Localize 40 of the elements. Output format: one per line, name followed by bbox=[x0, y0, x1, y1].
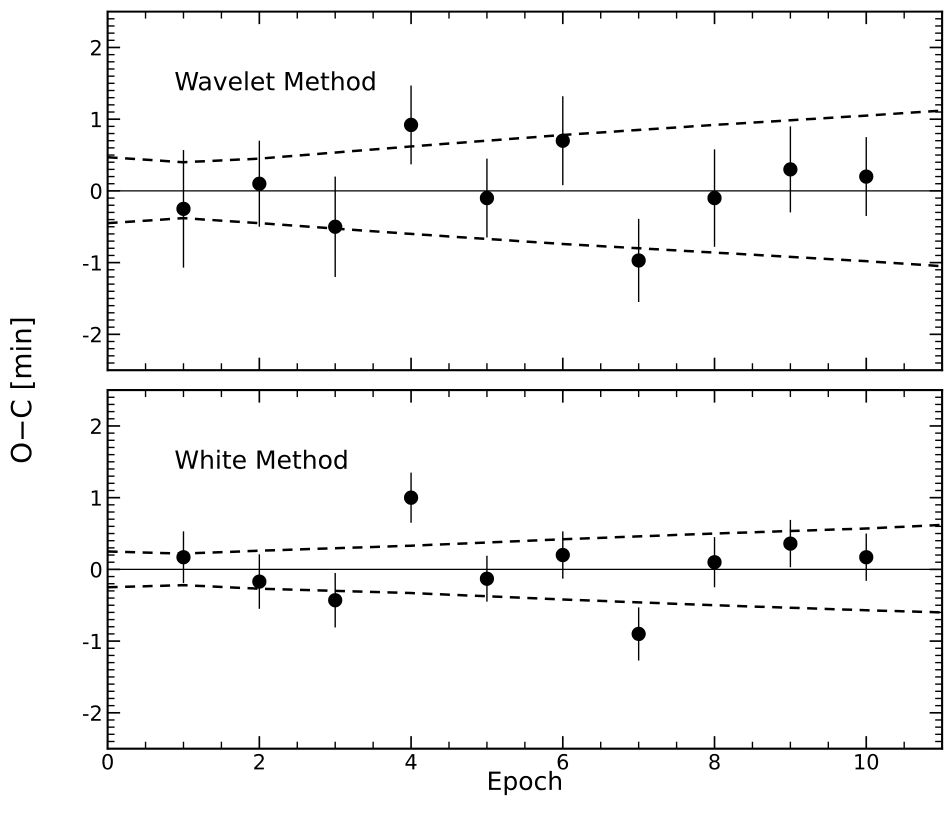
y-tick-label: 0 bbox=[90, 183, 102, 200]
point bbox=[404, 490, 418, 505]
point bbox=[480, 572, 494, 586]
point bbox=[556, 134, 570, 148]
x-tick-label: 6 bbox=[558, 754, 568, 770]
annotation: Wavelet Method bbox=[175, 71, 375, 91]
y-tick-label: -2 bbox=[83, 326, 101, 342]
x-tick-label: 2 bbox=[254, 754, 264, 770]
point bbox=[404, 118, 418, 132]
point bbox=[632, 253, 646, 268]
point bbox=[859, 550, 874, 564]
x-tick-label: 4 bbox=[405, 754, 417, 770]
x-tick-label: 10 bbox=[855, 754, 878, 770]
point bbox=[176, 202, 191, 216]
x-axis-title: Epoch bbox=[489, 770, 562, 796]
y-tick-label: -1 bbox=[83, 255, 101, 271]
point bbox=[707, 555, 722, 570]
point bbox=[328, 593, 342, 608]
y-axis-title: O−C [min] bbox=[10, 318, 35, 462]
y-tick-label: 2 bbox=[91, 40, 101, 56]
annotation: White Method bbox=[175, 450, 347, 470]
point bbox=[328, 220, 342, 234]
point bbox=[707, 190, 722, 206]
y-tick-label: -2 bbox=[83, 705, 101, 721]
point bbox=[176, 550, 191, 564]
y-tick-label: -1 bbox=[83, 634, 101, 650]
point bbox=[480, 190, 494, 206]
x-tick-label: 8 bbox=[709, 754, 720, 770]
y-tick-label: 2 bbox=[91, 418, 101, 434]
point bbox=[252, 574, 266, 589]
point bbox=[632, 626, 646, 642]
point bbox=[859, 169, 874, 184]
point bbox=[783, 162, 798, 177]
y-tick-label: 0 bbox=[90, 562, 102, 578]
y-tick-label: 1 bbox=[92, 490, 101, 506]
y-tick-label: 1 bbox=[92, 112, 101, 128]
point bbox=[252, 176, 266, 191]
point bbox=[556, 548, 570, 562]
x-tick-label: 0 bbox=[102, 754, 113, 770]
point bbox=[783, 536, 798, 551]
